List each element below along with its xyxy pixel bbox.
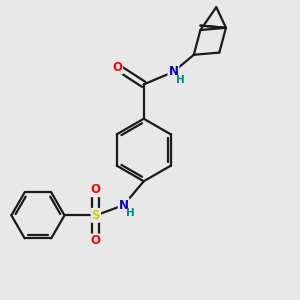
Text: H: H [125,208,134,218]
Text: O: O [91,235,101,248]
Text: O: O [112,61,122,74]
Text: N: N [168,65,178,78]
Text: S: S [92,209,100,222]
Text: O: O [91,183,101,196]
Text: N: N [119,199,129,212]
Text: H: H [176,75,185,85]
